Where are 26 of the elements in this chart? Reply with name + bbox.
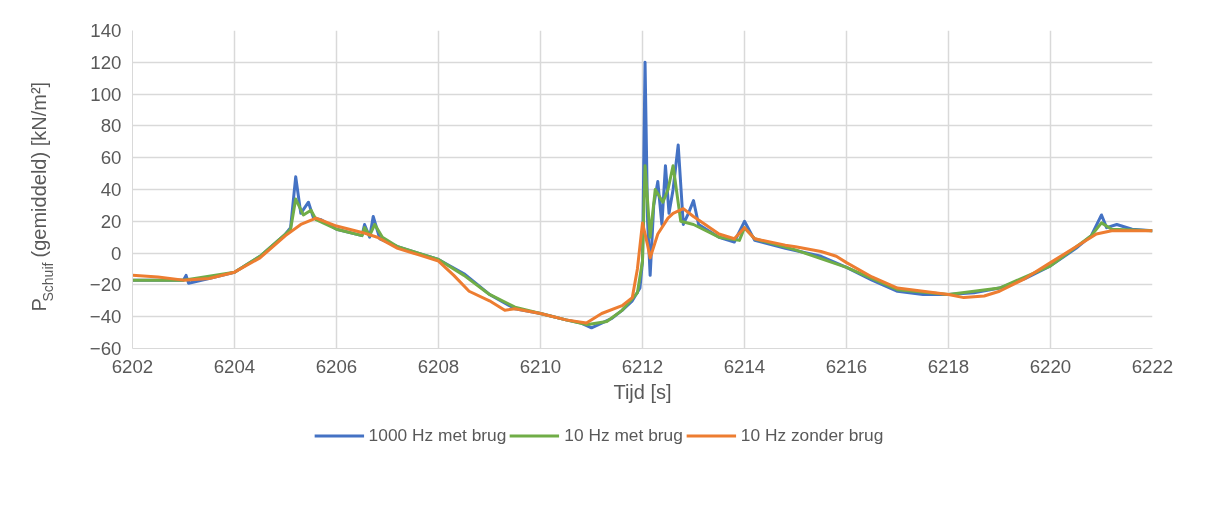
x-tick-label: 6210 xyxy=(519,355,562,377)
y-tick-label: −40 xyxy=(89,306,122,328)
y-tick-label: 120 xyxy=(90,51,122,73)
y-axis-title: PSchuif(gemiddeld) [kN/m²] xyxy=(27,81,56,312)
y-tick-label: 100 xyxy=(90,83,122,105)
legend-label: 10 Hz zonder brug xyxy=(740,424,884,446)
y-tick-label: 40 xyxy=(100,179,122,200)
x-tick-label: 6216 xyxy=(825,355,868,377)
x-tick-label: 6206 xyxy=(315,355,358,377)
y-tick-label: 60 xyxy=(100,147,122,169)
x-axis-title: Tijd [s] xyxy=(613,380,672,403)
x-tick-label: 6222 xyxy=(1131,355,1174,377)
x-tick-label: 6218 xyxy=(927,355,970,377)
x-tick-label: 6212 xyxy=(621,355,664,377)
x-tick-label: 6208 xyxy=(417,355,460,377)
x-tick-label: 6214 xyxy=(723,355,766,377)
x-tick-label: 6204 xyxy=(213,355,256,377)
y-tick-label: −20 xyxy=(89,274,122,296)
legend-label: 10 Hz met brug xyxy=(564,424,683,446)
y-tick-label: 0 xyxy=(111,242,122,264)
y-tick-label: 20 xyxy=(100,210,122,232)
line-series xyxy=(132,207,1153,325)
y-tick-label: 80 xyxy=(100,115,122,137)
legend-label: 1000 Hz met brug xyxy=(368,424,507,446)
x-tick-label: 6220 xyxy=(1029,355,1072,377)
y-tick-label: 140 xyxy=(90,20,122,41)
